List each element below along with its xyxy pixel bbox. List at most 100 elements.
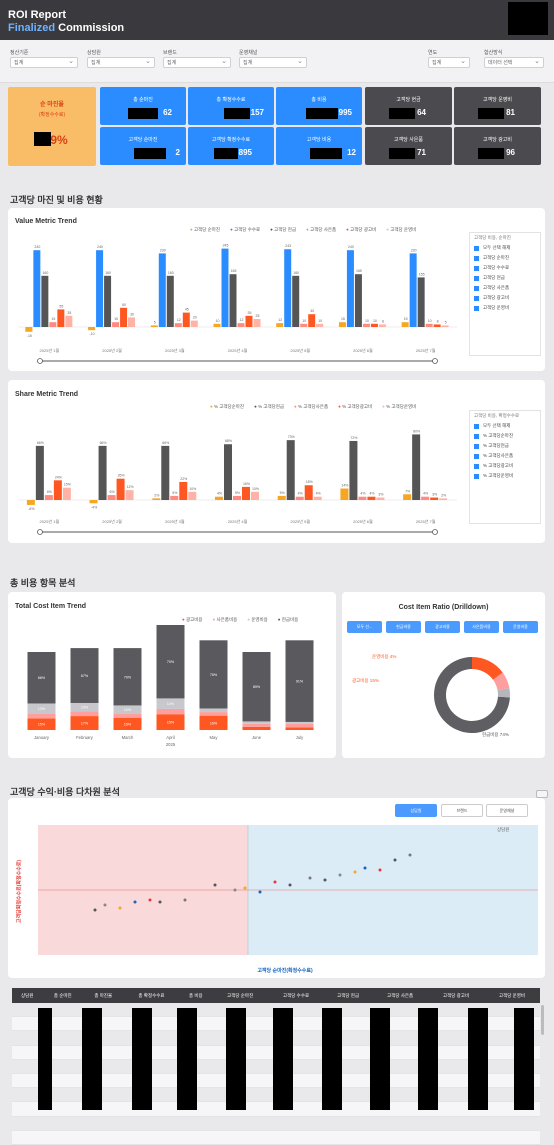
bar[interactable]	[441, 325, 449, 327]
bar[interactable]	[313, 496, 322, 500]
checkbox-icon[interactable]	[474, 433, 479, 439]
stacked-bar-segment[interactable]	[285, 640, 314, 722]
bar[interactable]	[292, 275, 300, 327]
table-row[interactable]	[12, 1130, 540, 1145]
checkbox-icon[interactable]	[474, 443, 479, 449]
legend-entry[interactable]: ● 고객당 현금	[270, 227, 297, 232]
bar[interactable]	[62, 487, 71, 500]
side-legend-item[interactable]: 고객당 운영비	[470, 303, 540, 313]
bar[interactable]	[340, 488, 349, 500]
checkbox-icon[interactable]	[474, 245, 479, 251]
stacked-bar-segment[interactable]	[242, 723, 271, 727]
scatter-point[interactable]	[258, 890, 262, 894]
bar[interactable]	[338, 322, 346, 327]
stacked-bar-segment[interactable]	[156, 698, 185, 709]
range-handle-right[interactable]	[432, 529, 438, 535]
stacked-bar-segment[interactable]	[113, 717, 142, 730]
checkbox-icon[interactable]	[474, 295, 479, 301]
scatter-point[interactable]	[183, 898, 187, 902]
bar[interactable]	[221, 248, 229, 327]
side-legend-item[interactable]: 고객당 순마진	[470, 253, 540, 263]
bar[interactable]	[237, 323, 245, 327]
bar[interactable]	[430, 497, 439, 500]
table-header-10[interactable]: 고객당 운영비	[484, 988, 540, 1003]
legend-entry[interactable]: ● % 고객당순마진	[210, 404, 245, 409]
stacked-bar-segment[interactable]	[285, 723, 314, 728]
filter-year-select[interactable]: 집계	[428, 56, 470, 68]
checkbox-icon[interactable]	[474, 255, 479, 261]
bar[interactable]	[65, 315, 73, 327]
stacked-bar-segment[interactable]	[199, 708, 228, 713]
bar[interactable]	[26, 500, 35, 505]
table-header-1[interactable]: 총 순마진	[42, 988, 84, 1003]
bar[interactable]	[98, 445, 107, 500]
side-legend-item[interactable]: 고객당 광고비	[470, 293, 540, 303]
stacked-bar-segment[interactable]	[113, 648, 142, 706]
filter-channel-select[interactable]: 집계	[239, 56, 307, 68]
bar[interactable]	[33, 250, 41, 327]
drilldown-button-2[interactable]: 광고비용	[425, 621, 460, 633]
scatter-point[interactable]	[408, 853, 412, 857]
table-row[interactable]	[12, 1003, 540, 1018]
bar[interactable]	[188, 491, 197, 500]
scatter-point[interactable]	[213, 883, 217, 887]
table-row[interactable]	[12, 1116, 540, 1131]
bar[interactable]	[242, 486, 250, 500]
legend-entry[interactable]: ● % 고객당운영비	[382, 404, 417, 409]
legend-entry[interactable]: ● 광고비용	[182, 617, 203, 622]
bar[interactable]	[308, 314, 316, 327]
scatter-point[interactable]	[273, 880, 277, 884]
legend-entry[interactable]: ● 고객당 광고비	[346, 227, 377, 232]
range-handle-left[interactable]	[37, 529, 43, 535]
bar[interactable]	[276, 323, 284, 327]
table-header-7[interactable]: 고객당 현금	[324, 988, 373, 1003]
bar[interactable]	[421, 496, 430, 500]
legend-entry[interactable]: ● 운영비용	[247, 617, 268, 622]
table-header-2[interactable]: 총 마진율	[83, 988, 124, 1003]
legend-entry[interactable]: ● % 고객당광고비	[338, 404, 373, 409]
side-legend-item[interactable]: % 고객당운영비	[470, 471, 540, 481]
checkbox-icon[interactable]	[474, 463, 479, 469]
bar[interactable]	[300, 323, 308, 327]
table-header-9[interactable]: 고객당 광고비	[428, 988, 484, 1003]
stacked-bar-segment[interactable]	[285, 721, 314, 724]
bar[interactable]	[251, 491, 259, 500]
stacked-bar-segment[interactable]	[27, 652, 56, 704]
bar[interactable]	[57, 309, 65, 327]
bar[interactable]	[179, 481, 188, 500]
side-legend-item[interactable]: % 고객당사은품	[470, 451, 540, 461]
side-legend-item[interactable]: 고객당 수수료	[470, 263, 540, 273]
bar[interactable]	[49, 322, 57, 327]
bar[interactable]	[107, 495, 116, 500]
side-legend-item[interactable]: % 고객당광고비	[470, 461, 540, 471]
bar[interactable]	[439, 498, 448, 500]
checkbox-icon[interactable]	[474, 305, 479, 311]
bar[interactable]	[367, 496, 376, 500]
legend-entry[interactable]: ● 고객당 사은품	[306, 227, 337, 232]
bar[interactable]	[284, 249, 292, 327]
scatter-point[interactable]	[148, 898, 152, 902]
bar[interactable]	[44, 495, 53, 500]
legend-entry[interactable]: ● 현금비용	[277, 617, 299, 622]
bar[interactable]	[213, 323, 221, 327]
filter-settlement[interactable]: 정산기준 집계	[10, 49, 78, 68]
bar[interactable]	[370, 323, 378, 327]
bar[interactable]	[401, 322, 409, 327]
bar[interactable]	[150, 325, 158, 327]
bar[interactable]	[170, 495, 179, 500]
donut-slice[interactable]	[472, 657, 503, 680]
side-legend-item[interactable]: 고객당 사은품	[470, 283, 540, 293]
stacked-bar-segment[interactable]	[113, 705, 142, 714]
bar[interactable]	[25, 327, 33, 332]
legend-entry[interactable]: ● % 고객당사은품	[294, 404, 329, 409]
bar[interactable]	[174, 323, 182, 327]
side-legend-item[interactable]: 고객당 현금	[470, 273, 540, 283]
stacked-bar-segment[interactable]	[156, 625, 185, 699]
stacked-bar-segment[interactable]	[156, 708, 185, 715]
scatter-point[interactable]	[118, 906, 122, 910]
stacked-bar-segment[interactable]	[285, 727, 314, 730]
stacked-bar-segment[interactable]	[27, 713, 56, 719]
stacked-bar-segment[interactable]	[199, 715, 228, 730]
bar[interactable]	[128, 317, 136, 327]
drilldown-button-1[interactable]: 현금비용	[386, 621, 421, 633]
